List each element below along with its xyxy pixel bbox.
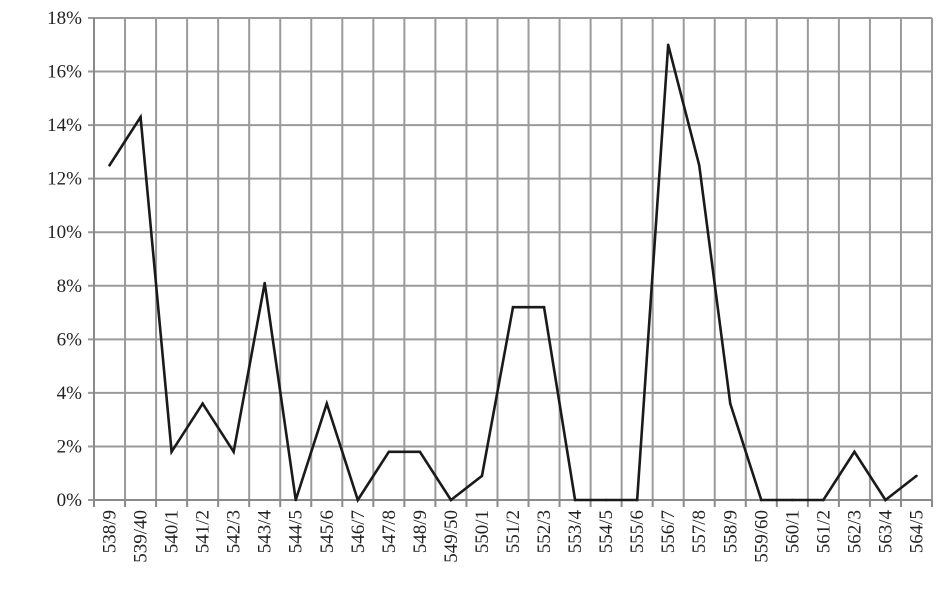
data-point <box>573 498 577 502</box>
y-tick-label: 6% <box>57 329 83 350</box>
data-point <box>418 450 422 454</box>
data-point <box>232 450 235 454</box>
y-tick-label: 16% <box>47 62 82 83</box>
data-point <box>201 402 204 405</box>
x-tick-label: 539/40 <box>131 510 152 563</box>
data-point <box>480 474 484 478</box>
y-axis-tick-labels: 0% 2% 4% 6% 8% 10% 12% 14% 16% 18% <box>47 8 82 511</box>
data-point <box>294 498 298 502</box>
horizontal-gridlines <box>88 17 932 501</box>
x-axis-tick-labels: 538/9 539/40 540/1 541/2 542/3 543/4 544/5 545/… <box>100 510 928 563</box>
data-point <box>449 498 453 502</box>
series-line <box>108 44 918 504</box>
x-tick-label: 554/5 <box>596 510 617 553</box>
x-tick-label: 550/1 <box>472 510 493 553</box>
data-point <box>263 281 267 285</box>
data-point <box>853 450 856 454</box>
x-tick-label: 542/3 <box>224 510 245 553</box>
data-point <box>604 498 608 502</box>
x-tick-label: 543/4 <box>255 510 276 554</box>
data-point <box>791 498 794 502</box>
data-point <box>542 305 546 309</box>
data-point <box>139 115 142 119</box>
data-point <box>387 450 391 454</box>
x-tick-label: 553/4 <box>565 510 586 554</box>
data-point <box>697 163 701 167</box>
x-tick-label: 559/60 <box>751 510 772 563</box>
y-tick-label: 12% <box>47 169 82 190</box>
y-tick-label: 18% <box>47 8 82 29</box>
y-tick-label: 10% <box>47 222 82 243</box>
x-tick-label: 557/8 <box>689 510 710 553</box>
data-point <box>728 402 732 405</box>
data-point <box>170 450 173 454</box>
x-tick-label: 555/6 <box>627 510 648 553</box>
x-tick-label: 541/2 <box>193 510 214 553</box>
axes <box>93 18 933 507</box>
x-tick-label: 548/9 <box>410 510 431 553</box>
x-tick-label: 561/2 <box>813 510 834 553</box>
y-tick-label: 2% <box>57 436 83 457</box>
data-point <box>356 498 360 502</box>
data-point <box>666 43 670 47</box>
x-tick-label: 544/5 <box>286 510 307 553</box>
x-tick-label: 546/7 <box>348 510 369 553</box>
data-point <box>822 498 825 502</box>
data-point <box>108 163 111 167</box>
vertical-gridlines <box>93 18 933 500</box>
series-group <box>108 43 918 504</box>
x-tick-label: 562/3 <box>844 510 865 553</box>
y-tick-label: 0% <box>57 490 83 511</box>
x-tick-label: 540/1 <box>162 510 183 553</box>
data-point <box>759 498 763 502</box>
x-tick-label: 556/7 <box>658 510 679 553</box>
x-tick-label: 545/6 <box>317 510 338 553</box>
x-tick-label: 547/8 <box>379 510 400 553</box>
data-point <box>635 498 639 502</box>
data-point <box>511 305 515 309</box>
x-tick-label: 560/1 <box>782 510 803 553</box>
data-point <box>884 498 887 502</box>
x-tick-label: 563/4 <box>875 510 896 554</box>
y-tick-label: 8% <box>57 276 83 297</box>
y-tick-label: 14% <box>47 115 82 136</box>
data-point <box>915 474 918 478</box>
x-tick-label: 558/9 <box>720 510 741 553</box>
x-tick-label: 564/5 <box>906 510 927 553</box>
x-tick-label: 551/2 <box>503 510 524 553</box>
data-point <box>325 402 329 405</box>
y-tick-label: 4% <box>57 383 83 404</box>
x-tick-label: 538/9 <box>100 510 121 553</box>
x-tick-label: 552/3 <box>534 510 555 553</box>
x-tick-label: 549/50 <box>441 510 462 563</box>
